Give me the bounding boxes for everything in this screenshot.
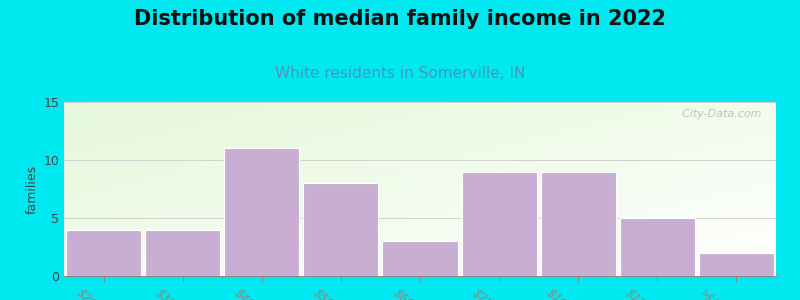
Bar	[620, 218, 695, 276]
Text: City-Data.com: City-Data.com	[675, 109, 762, 119]
Bar	[541, 172, 616, 276]
Bar	[382, 241, 458, 276]
Text: White residents in Somerville, IN: White residents in Somerville, IN	[275, 66, 525, 81]
Bar	[303, 183, 378, 276]
Bar	[145, 230, 220, 276]
Bar	[224, 148, 299, 276]
Bar	[699, 253, 774, 276]
Bar	[462, 172, 537, 276]
Text: Distribution of median family income in 2022: Distribution of median family income in …	[134, 9, 666, 29]
Y-axis label: families: families	[26, 164, 39, 214]
Bar	[66, 230, 141, 276]
